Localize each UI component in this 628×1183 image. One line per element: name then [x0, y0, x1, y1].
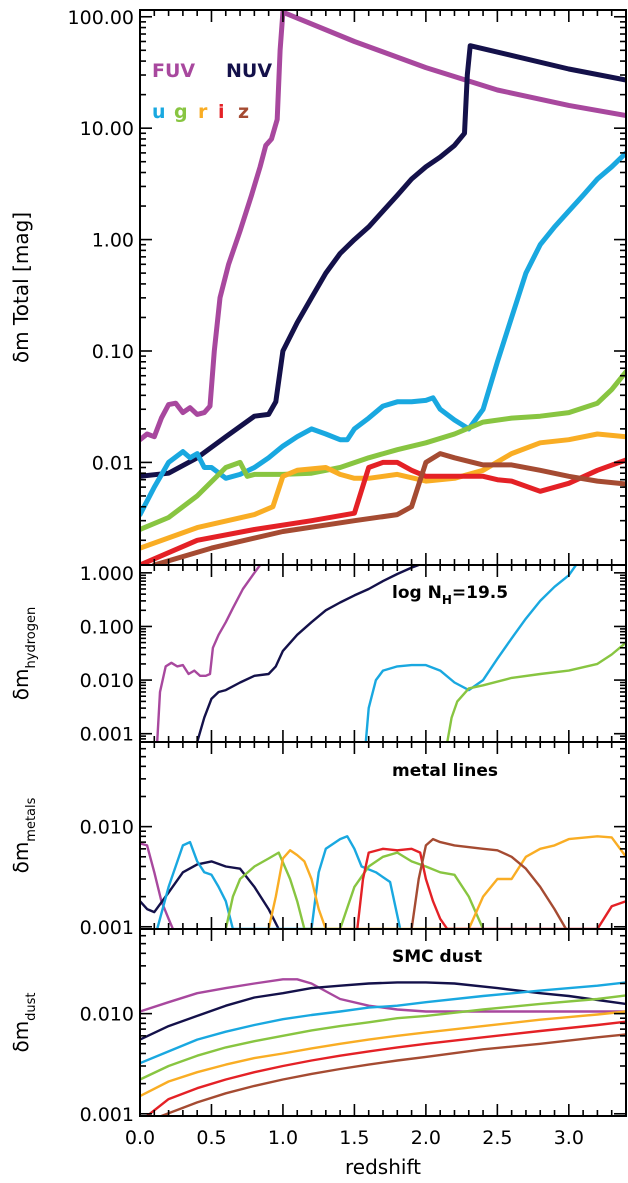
- series-line-metals-i: [356, 847, 626, 929]
- series-line-metals-g: [224, 851, 485, 929]
- panel-total: 0.01 0.10 1.00 10.00 100.00 δm Total [mag]: [9, 7, 627, 566]
- legend-entry-g: g: [174, 101, 188, 123]
- y-tick-label-dust: 0.010: [80, 1004, 134, 1026]
- y-tick-label-hydrogen: 1.000: [80, 563, 134, 585]
- panel-annotation-dust: SMC dust: [392, 947, 482, 967]
- series-line-metals-NUV: [140, 860, 280, 929]
- y-axis-label-metals: δmmetals: [9, 797, 39, 873]
- panel-dust-frame: [139, 928, 627, 1117]
- y-tick-label-hydrogen: 0.100: [80, 616, 134, 638]
- x-axis-label: redshift: [345, 1155, 421, 1179]
- series-line-dust-i: [145, 1020, 626, 1116]
- series-line-metals-r: [267, 835, 626, 929]
- series-line-total-r: [140, 431, 626, 551]
- legend-entry-u: u: [152, 101, 166, 123]
- legend-entry-i: i: [218, 101, 225, 123]
- series-line-total-i: [140, 457, 626, 565]
- panel-annotation-metals: metal lines: [392, 761, 498, 781]
- x-tick-label: 1.0: [268, 1127, 298, 1149]
- panel-metals: 0.001 0.010 δmmetals metal lines: [9, 741, 627, 939]
- legend-entry-FUV: FUV: [152, 60, 195, 82]
- series-line-hydrogen-u: [364, 565, 578, 742]
- x-tick-label: 0.0: [125, 1127, 155, 1149]
- series-line-dust-z: [160, 1033, 626, 1116]
- y-axis-label-dust: δmdust: [9, 992, 39, 1052]
- y-tick-label-total: 0.01: [92, 452, 134, 474]
- x-tick-label: 2.0: [411, 1127, 441, 1149]
- y-tick-label-hydrogen: 0.010: [80, 670, 134, 692]
- panel-hydrogen-series: [156, 565, 626, 742]
- legend: FUV NUV u g r i z: [152, 60, 272, 123]
- series-line-total-z: [151, 451, 626, 565]
- y-tick-label-total: 1.00: [92, 230, 134, 252]
- panel-metals-frame: [139, 741, 627, 930]
- y-tick-label-total: 10.00: [80, 118, 134, 140]
- x-tick-label: 3.0: [554, 1127, 584, 1149]
- y-axis-label-total: δm Total [mag]: [9, 212, 33, 363]
- panel-hydrogen: 0.001 0.010 0.100 1.000 δmhydrogen log NH=19.…: [9, 563, 627, 746]
- series-line-total-g: [140, 369, 626, 532]
- series-line-metals-z: [410, 837, 568, 929]
- series-line-total-FUV: [140, 10, 626, 443]
- y-axis-label-hydrogen: δmhydrogen: [9, 607, 39, 700]
- series-line-metals-FUV: [140, 842, 175, 929]
- legend-entry-r: r: [198, 101, 208, 123]
- series-line-total-u: [140, 150, 626, 518]
- y-tick-label-total: 100.00: [68, 7, 134, 29]
- panel-dust-series: [140, 978, 626, 1116]
- y-tick-label-dust: 0.001: [80, 1104, 134, 1126]
- panel-annotation-hydrogen: log NH=19.5: [392, 583, 508, 607]
- y-tick-label-hydrogen: 0.001: [80, 724, 134, 746]
- panel-dust: 0.001 0.010 δmdust SMC dust: [9, 928, 627, 1126]
- series-line-dust-NUV: [140, 981, 626, 1041]
- y-tick-label-metals: 0.001: [80, 917, 134, 939]
- series-line-hydrogen-NUV: [196, 565, 420, 742]
- series-line-hydrogen-g: [446, 641, 626, 742]
- series-line-total-NUV: [140, 43, 626, 479]
- series-line-dust-u: [140, 981, 626, 1065]
- y-tick-label-metals: 0.010: [80, 817, 134, 839]
- y-tick-label-total: 0.10: [92, 341, 134, 363]
- x-tick-label: 1.5: [339, 1127, 369, 1149]
- series-line-hydrogen-FUV: [156, 565, 262, 742]
- panel-metals-series: [140, 835, 626, 929]
- x-tick-label: 0.5: [196, 1127, 226, 1149]
- x-tick-label: 2.5: [482, 1127, 512, 1149]
- legend-entry-NUV: NUV: [226, 60, 272, 82]
- series-line-dust-r: [140, 1010, 626, 1098]
- legend-entry-z: z: [238, 101, 249, 123]
- panel-total-series: [140, 10, 626, 565]
- series-line-dust-g: [140, 994, 626, 1081]
- series-line-metals-u: [156, 835, 402, 929]
